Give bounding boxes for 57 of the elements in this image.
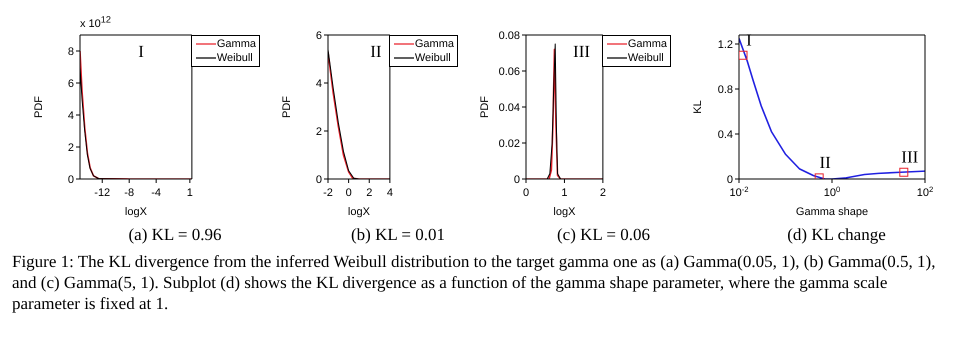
y-tick-label: 4 <box>316 78 322 90</box>
x-tick-label: -8 <box>124 187 134 199</box>
y-axis-title: PDF <box>280 96 293 118</box>
annotation: III <box>901 147 919 166</box>
legend-label: Weibull <box>414 51 451 65</box>
y-tick-label: 0.06 <box>498 66 520 78</box>
y-tick-label: 0.02 <box>498 138 520 150</box>
y-tick-label: 0.04 <box>498 102 520 114</box>
y-tick-label: 8 <box>68 46 74 58</box>
x-tick-label: 4 <box>386 187 393 199</box>
x-tick-label: -2 <box>323 187 333 199</box>
x-tick-label: -4 <box>151 187 162 199</box>
text: (c) KL = 0.06 <box>557 225 650 244</box>
x-tick-label: 10$^{0}$ <box>824 184 840 199</box>
annotation: III <box>573 42 590 61</box>
y-tick-label: 0.4 <box>718 129 733 141</box>
y-axis-title: PDF <box>478 96 491 118</box>
y-tick-label: 0.8 <box>718 84 733 96</box>
x-tick-label: 0 <box>346 187 352 199</box>
x-tick-label: 1 <box>186 187 193 199</box>
legend-label: Gamma <box>216 37 256 51</box>
y-tick-label: 0 <box>68 174 74 186</box>
x-axis-title: logX <box>124 206 148 218</box>
x-tick-label: 1 <box>561 187 568 199</box>
text: (b) KL = 0.01 <box>351 225 445 244</box>
y-tick-label: 0 <box>514 174 520 186</box>
legend-label: Gamma <box>414 37 454 51</box>
text: (a) KL = 0.96 <box>128 225 222 244</box>
annotation: I <box>138 42 144 61</box>
y-tick-label: 0 <box>726 174 733 186</box>
y-axis-title: PDF <box>32 96 45 118</box>
x-axis-title: Gamma shape <box>796 206 868 218</box>
y-tick-label: 4 <box>68 110 74 122</box>
y-tick-label: 0 <box>316 174 322 186</box>
x-tick-label: 0 <box>522 187 530 199</box>
annotation: II <box>370 42 382 61</box>
x-tick-label: 10$^{2}$ <box>916 184 934 199</box>
x-axis-title: logX <box>348 206 371 218</box>
text: (d) KL change <box>787 225 886 244</box>
y-tick-label: 2 <box>316 126 322 138</box>
text: x 10$^{12}$ <box>80 14 111 30</box>
y-tick-label: 2 <box>68 142 74 154</box>
annotation: II <box>820 152 832 172</box>
x-tick-label: -12 <box>94 187 110 199</box>
y-tick-label: 1.2 <box>718 39 733 51</box>
x-tick-label: 2 <box>366 187 372 199</box>
y-tick-label: 6 <box>316 30 322 42</box>
legend-label: Weibull <box>628 51 664 65</box>
y-axis-title: KL <box>692 100 704 114</box>
x-axis-title: logX <box>553 206 576 218</box>
y-tick-label: 0.08 <box>498 30 520 42</box>
legend-label: Gamma <box>628 37 667 51</box>
y-tick-label: 6 <box>68 78 74 90</box>
x-tick-label: 2 <box>600 187 606 199</box>
legend-label: Weibull <box>216 51 253 65</box>
caption: Figure 1: The KL divergence from the inferred Weibull distribution to the target gamma one as (a) Gamma(0.05, 1), (b) Gamma(0.5, 1), and (c) Gamma(5, 1). Subplot (d) shows the KL divergence as a function of the gamma shape parameter, where the gamma scale parameter is fixed at 1. <box>12 252 936 313</box>
x-tick-label: 10$^{-2}$ <box>729 184 749 199</box>
